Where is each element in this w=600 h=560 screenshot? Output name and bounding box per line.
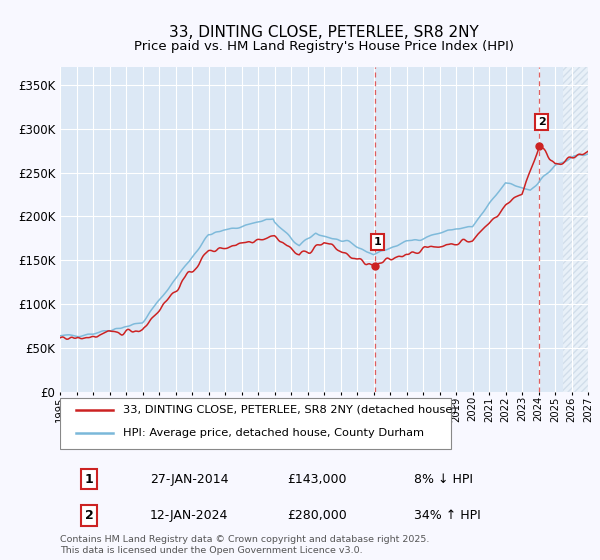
Text: 1: 1 <box>85 473 94 486</box>
Text: HPI: Average price, detached house, County Durham: HPI: Average price, detached house, Coun… <box>124 428 424 438</box>
Text: 12-JAN-2024: 12-JAN-2024 <box>150 509 228 522</box>
Text: 8% ↓ HPI: 8% ↓ HPI <box>414 473 473 486</box>
Text: 2: 2 <box>85 509 94 522</box>
Text: 1: 1 <box>373 237 381 247</box>
Text: 33, DINTING CLOSE, PETERLEE, SR8 2NY (detached house): 33, DINTING CLOSE, PETERLEE, SR8 2NY (de… <box>124 405 457 415</box>
Bar <box>563 67 588 392</box>
Text: 34% ↑ HPI: 34% ↑ HPI <box>414 509 481 522</box>
Text: 2: 2 <box>538 117 545 127</box>
Text: Contains HM Land Registry data © Crown copyright and database right 2025.
This d: Contains HM Land Registry data © Crown c… <box>60 535 430 554</box>
Text: £143,000: £143,000 <box>287 473 347 486</box>
Text: 33, DINTING CLOSE, PETERLEE, SR8 2NY: 33, DINTING CLOSE, PETERLEE, SR8 2NY <box>169 25 479 40</box>
Text: 27-JAN-2014: 27-JAN-2014 <box>150 473 228 486</box>
Text: £280,000: £280,000 <box>287 509 347 522</box>
Bar <box>563 67 588 392</box>
FancyBboxPatch shape <box>60 398 451 449</box>
Text: Price paid vs. HM Land Registry's House Price Index (HPI): Price paid vs. HM Land Registry's House … <box>134 40 514 53</box>
